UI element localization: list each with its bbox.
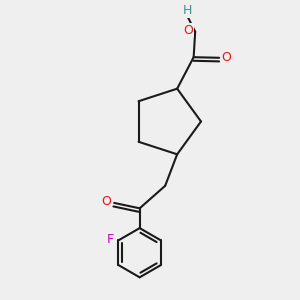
Text: O: O: [222, 51, 232, 64]
Text: H: H: [183, 4, 192, 17]
Text: O: O: [102, 195, 112, 208]
Text: O: O: [184, 24, 194, 37]
Text: F: F: [106, 233, 113, 246]
